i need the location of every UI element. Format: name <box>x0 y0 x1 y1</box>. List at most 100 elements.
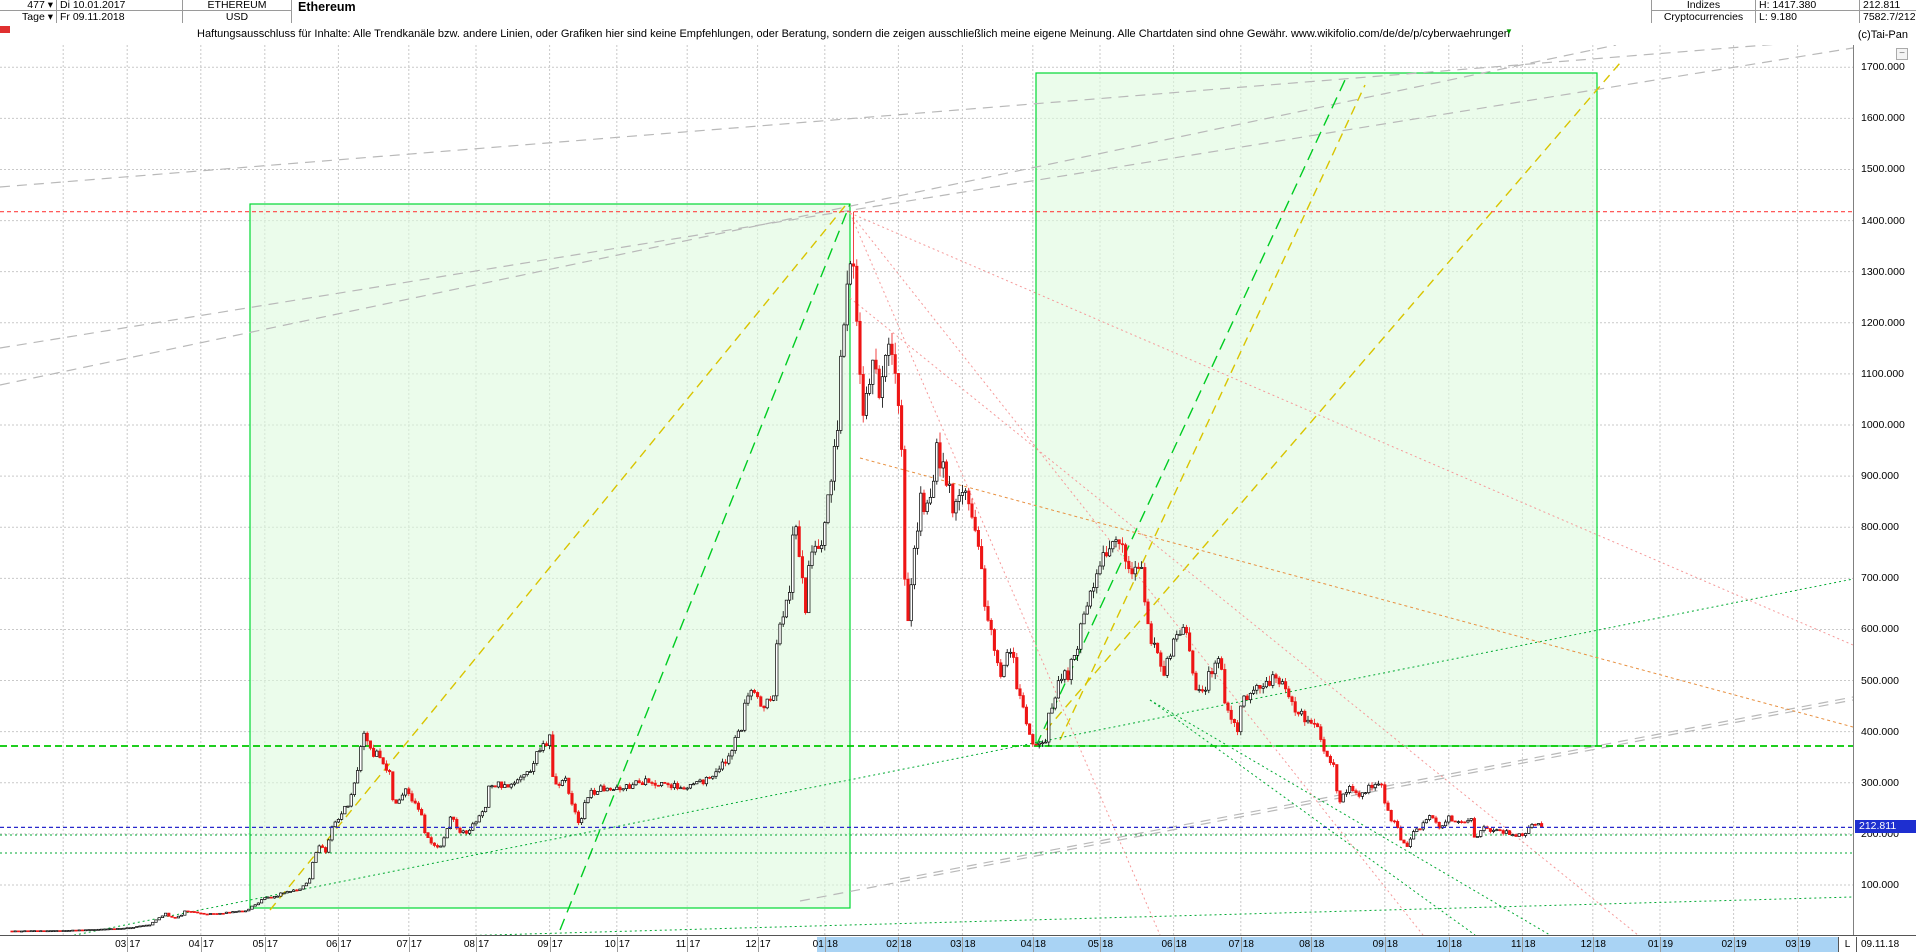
x-tick-label: 05 <box>252 939 264 950</box>
date-to: Fr 09.11.2018 <box>57 11 183 23</box>
price-tick-label: 800.000 <box>1861 521 1899 534</box>
x-tick-mark <box>1173 937 1175 952</box>
x-tick-label: 09 <box>1372 939 1384 950</box>
price-tick-label: 1300.000 <box>1861 265 1905 278</box>
x-tick-label: 17 <box>759 939 771 950</box>
x-tick-label: 12 <box>1580 939 1592 950</box>
trendline-yellow <box>1045 62 1621 731</box>
x-tick-label: 01 <box>812 939 824 950</box>
trendline-greenL <box>559 203 851 931</box>
trendline-gray <box>0 47 1853 349</box>
x-tick-label: 10 <box>604 939 616 950</box>
last-date-cell: 09.11.18 <box>1856 937 1916 952</box>
chevron-down-icon[interactable]: ▾ <box>47 11 53 23</box>
price-tick-label: 700.000 <box>1861 572 1899 585</box>
symbol-label: ETHEREUM <box>183 0 292 11</box>
x-tick-label: 17 <box>478 939 490 950</box>
trendline-gray <box>799 699 1853 902</box>
group-cryptocurrencies: Cryptocurrencies <box>1652 11 1756 23</box>
high-value-label: H: 1417.380 <box>1756 0 1860 11</box>
x-tick-label: 02 <box>1721 939 1733 950</box>
x-tick-label: 19 <box>1735 939 1747 950</box>
x-tick-label: 08 <box>1299 939 1311 950</box>
x-tick-mark <box>1100 937 1101 952</box>
x-tick-label: 17 <box>129 939 141 950</box>
x-tick-mark <box>1384 937 1386 952</box>
x-tick-label: 18 <box>1175 939 1187 950</box>
trendline-gray <box>899 696 1853 880</box>
x-tick-mark <box>408 937 410 952</box>
title-cell: Ethereum <box>292 0 1652 23</box>
x-tick-label: 07 <box>1228 939 1240 950</box>
x-tick-label: 18 <box>1102 939 1114 950</box>
trendline-gray <box>0 45 1774 188</box>
price-tick-label: 500.000 <box>1861 674 1899 687</box>
x-tick-label: 17 <box>340 939 352 950</box>
x-tick-label: 17 <box>202 939 214 950</box>
x-tick-label: 18 <box>1313 939 1325 950</box>
x-tick-label: 18 <box>1450 939 1462 950</box>
x-tick-label: 17 <box>551 939 563 950</box>
copyright-label: (c)Tai-Pan <box>1857 29 1908 41</box>
x-tick-mark <box>476 937 477 952</box>
bars-count-dropdown[interactable]: 477 ▾ <box>0 0 57 11</box>
x-tick-label: 11 <box>675 939 687 950</box>
x-tick-mark <box>824 937 826 952</box>
price-tick-label: 1400.000 <box>1861 214 1905 227</box>
period-dropdown[interactable]: Tage ▾ <box>0 11 57 23</box>
x-tick-mark <box>1240 937 1242 952</box>
trend-box-2018 <box>1035 72 1598 747</box>
x-tick-mark <box>1797 937 1799 952</box>
period-value: Tage <box>22 11 45 23</box>
x-tick-label: 10 <box>1436 939 1448 950</box>
x-tick-label: 03 <box>115 939 127 950</box>
price-tick-label: 1700.000 <box>1861 61 1905 74</box>
trendline-pink <box>849 297 1639 935</box>
trendline-greenD <box>1149 699 1476 935</box>
x-tick-mark <box>898 937 900 952</box>
trendline-greenL <box>1035 79 1346 747</box>
x-tick-label: 17 <box>618 939 630 950</box>
x-tick-label: 18 <box>900 939 912 950</box>
x-tick-label: 07 <box>396 939 408 950</box>
x-tick-mark <box>616 937 618 952</box>
x-tick-label: 17 <box>266 939 278 950</box>
x-tick-label: 18 <box>1524 939 1536 950</box>
candles-layer[interactable] <box>10 211 1544 933</box>
price-tick-label: 300.000 <box>1861 776 1899 789</box>
price-tick-label: 1000.000 <box>1861 419 1905 431</box>
x-tick-label: 17 <box>689 939 701 950</box>
x-tick-mark <box>549 937 551 952</box>
x-tick-mark <box>338 937 340 952</box>
x-tick-label: 17 <box>410 939 422 950</box>
collapse-button[interactable]: − <box>1896 48 1908 60</box>
x-tick-label: 18 <box>1034 939 1046 950</box>
x-tick-label: 05 <box>1087 939 1099 950</box>
trendline-yellow <box>269 205 846 911</box>
price-tick-label: 100.000 <box>1861 879 1899 891</box>
x-tick-label: 04 <box>1020 939 1032 950</box>
group-indizes: Indizes <box>1652 0 1756 11</box>
candlestick-chart-surface[interactable] <box>0 45 1853 935</box>
time-axis-bar: 03 17 04 17 05 17 06 17 07 17 08 17 09 17 10 17 11 17 12 17… <box>0 935 1916 952</box>
x-tick-label: 18 <box>1386 939 1398 950</box>
x-tick-label: 04 <box>188 939 200 950</box>
price-tick-label: 1500.000 <box>1861 163 1905 176</box>
x-tick-mark <box>962 937 964 952</box>
x-tick-label: 12 <box>745 939 757 950</box>
trendline-pink <box>849 212 1853 646</box>
x-tick-label: 06 <box>1161 939 1173 950</box>
x-tick-mark <box>1733 937 1735 952</box>
x-tick-label: 18 <box>1242 939 1254 950</box>
x-tick-label: 19 <box>1662 939 1674 950</box>
x-tick-label: 18 <box>1594 939 1606 950</box>
price-tick-label: 1100.000 <box>1861 367 1905 380</box>
trendline-yellow <box>1059 84 1366 741</box>
price-axis: 100.000 200.000 300.000 400.000 500.000 600.0… <box>1853 45 1916 935</box>
x-tick-label: 09 <box>537 939 549 950</box>
trend-boxes <box>249 72 1598 909</box>
trendline-greenD <box>72 578 1853 935</box>
price-tick-label: 900.000 <box>1861 470 1899 483</box>
trend-box-2017 <box>249 203 851 909</box>
chevron-down-icon[interactable]: ▾ <box>47 0 53 11</box>
